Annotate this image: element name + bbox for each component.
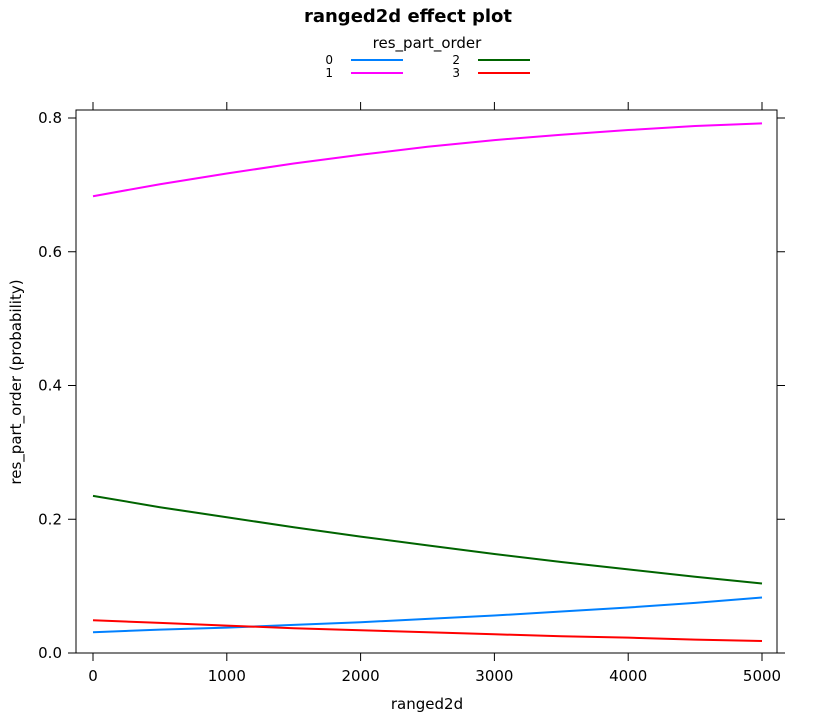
legend-title: res_part_order bbox=[373, 34, 482, 53]
chart-title: ranged2d effect plot bbox=[304, 6, 512, 27]
x-tick-label: 2000 bbox=[342, 667, 380, 685]
x-tick-label: 5000 bbox=[743, 667, 781, 685]
legend-label-0: 0 bbox=[325, 53, 333, 67]
series-line-3 bbox=[92, 619, 763, 642]
y-axis-label: res_part_order (probability) bbox=[7, 279, 26, 484]
y-tick-label: 0.8 bbox=[38, 109, 62, 127]
y-tick-label: 0.2 bbox=[38, 510, 62, 528]
x-tick-label: 1000 bbox=[208, 667, 246, 685]
series-line-0 bbox=[92, 596, 763, 634]
x-tick-label: 3000 bbox=[475, 667, 513, 685]
axis-ticks: 0 1000 2000 3000 4000 5000 0.0 0.2 0.4 0.6 0.8 bbox=[38, 102, 785, 685]
x-tick-label: 4000 bbox=[609, 667, 647, 685]
series-line-2 bbox=[92, 494, 763, 585]
legend-label-3: 3 bbox=[452, 66, 460, 80]
x-axis-label: ranged2d bbox=[391, 695, 463, 713]
y-tick-label: 0.4 bbox=[38, 377, 62, 395]
legend: 01 23 bbox=[325, 53, 530, 80]
legend-label-1: 1 bbox=[325, 66, 333, 80]
series-line-1 bbox=[92, 122, 763, 198]
y-tick-label: 0.0 bbox=[38, 644, 62, 662]
y-tick-label: 0.6 bbox=[38, 243, 62, 261]
plot-panel bbox=[75, 109, 778, 654]
series-lines bbox=[92, 122, 763, 642]
x-tick-label: 0 bbox=[88, 667, 98, 685]
legend-label-2: 2 bbox=[452, 53, 460, 67]
